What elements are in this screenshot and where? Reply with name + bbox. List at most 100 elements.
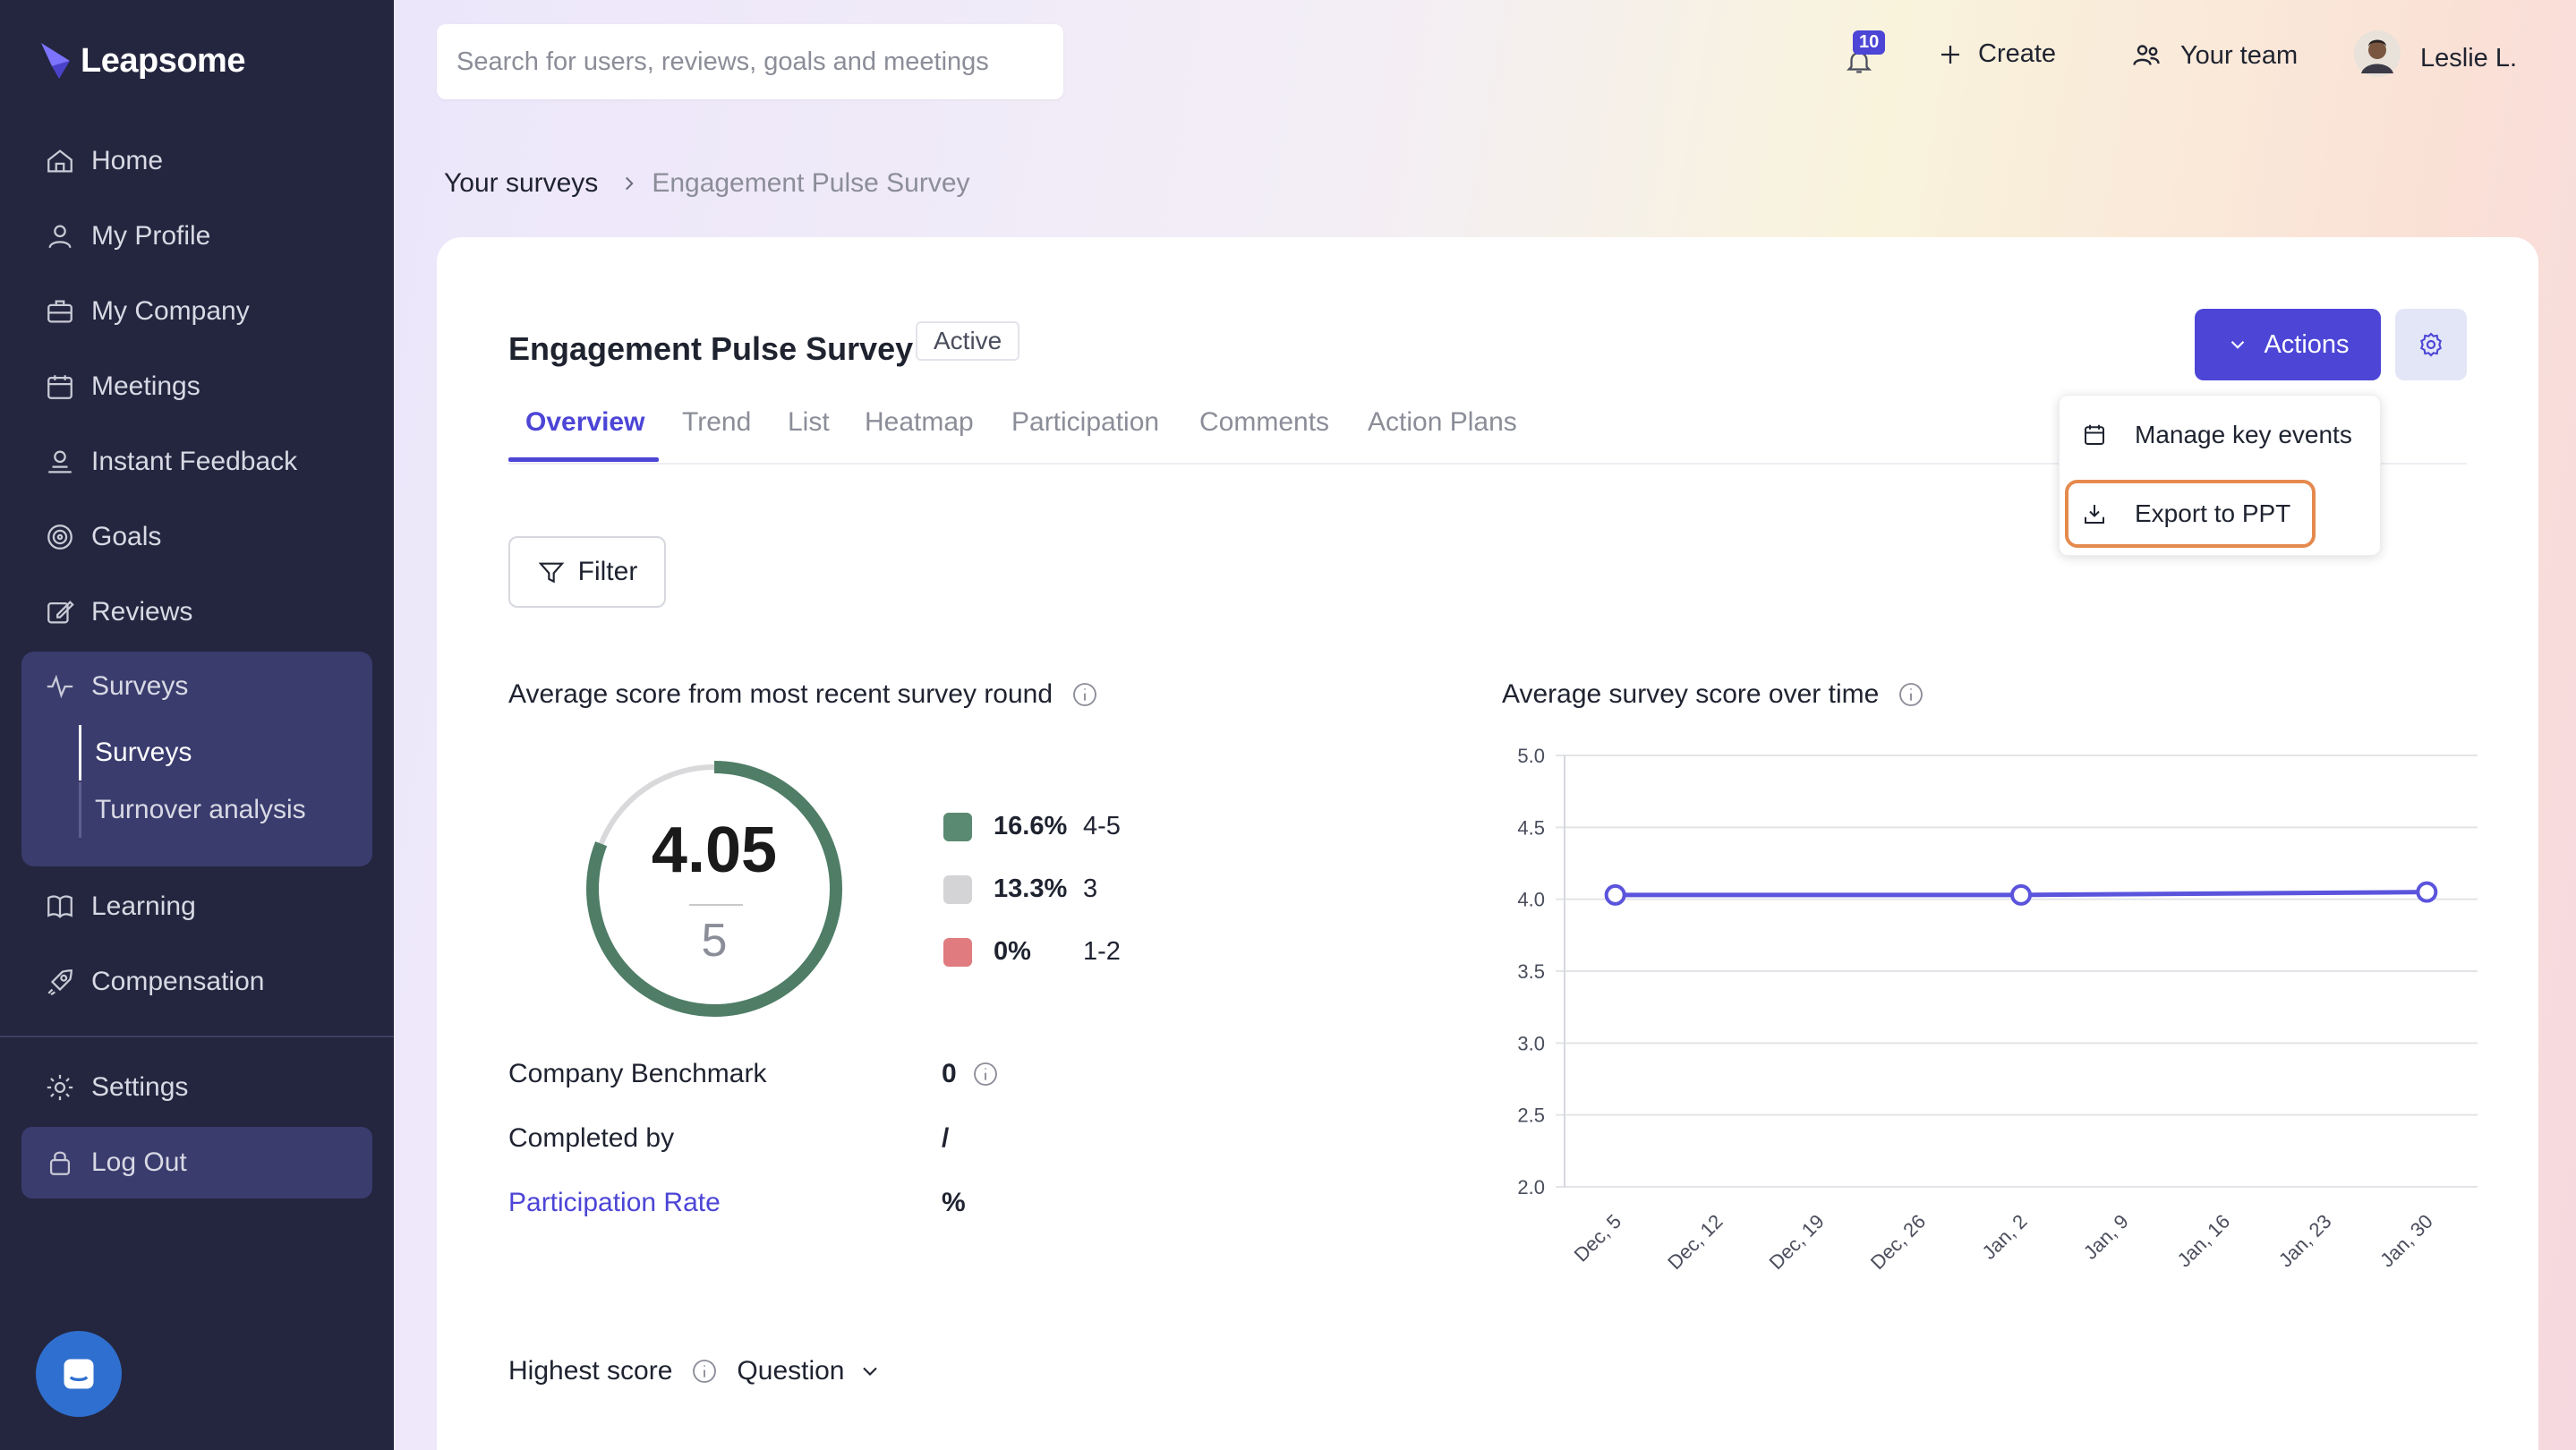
menu-item-export-ppt[interactable]: Export to PPT (2081, 499, 2290, 528)
calendar-icon (47, 375, 73, 399)
tab-overview[interactable]: Overview (525, 407, 645, 437)
logout-label: Log Out (91, 1147, 187, 1177)
team-icon (2133, 45, 2160, 65)
sidebar-item-settings[interactable]: Settings (21, 1056, 372, 1119)
chat-icon (64, 1359, 94, 1389)
sidebar-item-goals[interactable]: Goals (21, 506, 372, 568)
score-heading: Average score from most recent survey ro… (508, 679, 1099, 710)
info-icon[interactable] (1070, 680, 1099, 709)
info-icon[interactable] (1897, 680, 1925, 709)
active-indicator (79, 725, 81, 780)
actions-dropdown-menu: Manage key events Export to PPT (2059, 395, 2381, 556)
tab-trend[interactable]: Trend (682, 407, 752, 437)
tab-comments[interactable]: Comments (1199, 407, 1330, 437)
status-badge: Active (916, 321, 1020, 361)
sidebar-item-meetings[interactable]: Meetings (21, 355, 372, 418)
benchmark-value-row: 0 (942, 1059, 1000, 1089)
sidebar-item-label: Goals (91, 522, 162, 551)
chart-title: Average survey score over time (1502, 679, 1880, 709)
legend-pct: 16.6% (994, 812, 1068, 840)
x-tick-label: Jan, 30 (2376, 1210, 2437, 1272)
calendar-icon (2085, 424, 2104, 445)
sidebar-item-home[interactable]: Home (21, 130, 372, 192)
sidebar-item-label: Learning (91, 891, 196, 921)
legend-pct: 0% (994, 937, 1031, 966)
sidebar-item-instant-feedback[interactable]: Instant Feedback (21, 431, 372, 493)
user-name: Leslie L. (2420, 43, 2518, 72)
filter-icon (538, 562, 565, 584)
sidebar-item-my-profile[interactable]: My Profile (21, 205, 372, 268)
participation-rate-link[interactable]: Participation Rate (508, 1188, 721, 1217)
chevron-down-icon (2231, 340, 2245, 349)
participation-value: % (942, 1188, 966, 1217)
sidebar-subitem-turnover-analysis[interactable]: Turnover analysis (95, 795, 306, 824)
sidebar-divider (0, 1036, 394, 1037)
settings-button[interactable] (2395, 309, 2467, 380)
benchmark-value: 0 (942, 1059, 957, 1088)
sidebar-subitem-surveys[interactable]: Surveys (95, 738, 192, 767)
search-input[interactable]: Search for users, reviews, goals and mee… (437, 24, 1063, 99)
benchmark-label: Company Benchmark (508, 1059, 767, 1088)
legend-swatch (943, 937, 972, 967)
sidebar-item-surveys[interactable]: Surveys (21, 655, 372, 718)
legend-pct: 13.3% (994, 874, 1068, 903)
tab-action-plans[interactable]: Action Plans (1368, 407, 1517, 437)
notification-badge: 10 (1853, 30, 1886, 55)
legend-row: 0% 1-2 (943, 937, 1121, 967)
tab-divider (508, 463, 2467, 465)
menu-item-manage-key-events[interactable]: Manage key events (2081, 421, 2352, 449)
sidebar: Leapsome Home My Profile My Company Meet… (0, 0, 394, 1450)
score-ring-arc (586, 761, 842, 1017)
survey-card: Engagement Pulse Survey Active Overview … (437, 237, 2538, 1450)
y-tick-label: 4.0 (1517, 889, 1545, 911)
edit-icon (47, 601, 74, 624)
logo[interactable]: Leapsome (39, 41, 245, 81)
y-tick-label: 4.5 (1517, 816, 1545, 839)
your-team-button[interactable]: Your team (2130, 39, 2298, 72)
logout-button[interactable]: Log Out (21, 1127, 372, 1198)
feedback-icon (48, 450, 72, 473)
download-icon (2085, 505, 2104, 524)
highest-score-row: Highest score Question (508, 1356, 883, 1386)
y-tick-label: 3.0 (1517, 1032, 1545, 1054)
pulse-icon (47, 674, 73, 699)
sidebar-item-my-company[interactable]: My Company (21, 280, 372, 343)
x-tick-label: Jan, 2 (1977, 1210, 2031, 1264)
legend-range: 4-5 (1083, 812, 1121, 840)
x-tick-label: Dec, 19 (1765, 1210, 1829, 1274)
x-tick-label: Dec, 5 (1570, 1210, 1626, 1267)
info-icon[interactable] (971, 1060, 1000, 1088)
sidebar-item-compensation[interactable]: Compensation (21, 951, 372, 1013)
leapsome-logo-icon (41, 43, 70, 79)
sidebar-item-label: Surveys (91, 671, 189, 701)
create-button[interactable]: Create (1937, 39, 2056, 69)
notifications-button[interactable]: 10 (1844, 30, 1886, 77)
info-icon[interactable] (690, 1357, 719, 1386)
tab-heatmap[interactable]: Heatmap (865, 407, 974, 437)
sidebar-item-learning[interactable]: Learning (21, 875, 372, 938)
legend-swatch (943, 812, 972, 841)
y-tick-label: 2.0 (1517, 1176, 1545, 1198)
tab-participation[interactable]: Participation (1011, 407, 1160, 437)
breadcrumb-parent-link[interactable]: Your surveys (444, 168, 599, 198)
legend-range: 3 (1083, 874, 1098, 903)
y-tick-label: 5.0 (1517, 745, 1545, 767)
sidebar-item-reviews[interactable]: Reviews (21, 581, 372, 644)
surveys-group: Surveys Surveys Turnover analysis (21, 652, 372, 866)
sidebar-item-label: Compensation (91, 967, 265, 996)
highest-score-label: Highest score (508, 1356, 673, 1386)
actions-button[interactable]: Actions (2195, 309, 2381, 380)
create-label: Create (1978, 39, 2057, 68)
chat-launcher-button[interactable] (36, 1331, 122, 1417)
x-tick-label: Jan, 23 (2274, 1210, 2336, 1272)
search-placeholder: Search for users, reviews, goals and mee… (456, 47, 989, 76)
tab-list[interactable]: List (788, 407, 830, 437)
sidebar-item-label: Settings (91, 1072, 189, 1102)
score-value: 4.05 (651, 815, 778, 886)
breadcrumb-current: Engagement Pulse Survey (652, 168, 970, 198)
question-select[interactable]: Question (737, 1356, 882, 1386)
user-menu[interactable]: Leslie L. (2354, 30, 2518, 77)
filter-button[interactable]: Filter (508, 536, 666, 608)
score-ring (586, 761, 842, 1017)
main-area: Search for users, reviews, goals and mee… (394, 0, 2576, 1450)
